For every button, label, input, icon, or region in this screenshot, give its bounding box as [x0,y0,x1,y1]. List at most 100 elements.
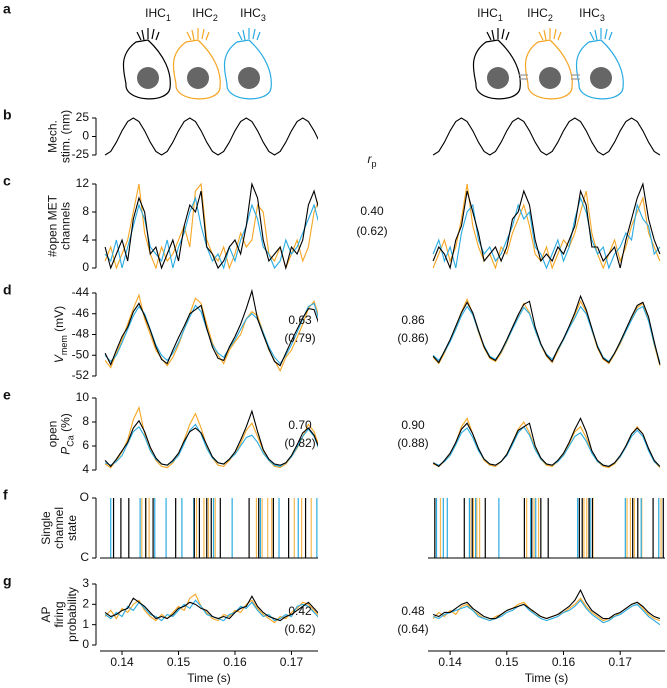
label-part: 3 [600,13,605,23]
rp-value: 0.42 [288,604,312,618]
rp-value: 0.63 [288,313,312,327]
y-tick-label: 1 [82,617,89,631]
trace [104,288,318,367]
trace [432,597,661,622]
cell-label: IHC2 [192,6,218,23]
trace [432,117,661,156]
y-axis-label: #open MET [46,194,60,257]
x-tick-label: 0.16 [552,655,576,669]
panel-letter: e [3,387,11,403]
x-axis-label: Time (s) [187,671,231,685]
panel-letter: f [3,487,8,503]
trace [432,599,661,626]
cell-label: IHC3 [579,6,605,23]
rp-header: rp [367,152,376,169]
cell-label: IHC2 [527,6,553,23]
panel-letter: g [3,573,12,589]
y-tick-label: -50 [72,347,90,361]
plot-right [428,498,665,559]
plot-right [432,417,661,469]
cells-uncoupled [122,28,272,100]
rp-value: (0.82) [284,436,315,450]
rp-value: (0.88) [397,436,428,450]
y-tick-label: O [80,490,89,504]
plot-right [432,588,661,626]
y-tick-label: -44 [72,285,90,299]
y-tick-label: 12 [76,176,90,190]
trace [104,595,318,622]
y-tick-label: C [80,550,89,564]
y-tick-label: 6 [82,438,89,452]
trace [432,294,661,365]
plot-left [104,181,318,271]
label-part: 2 [548,13,553,23]
trace [104,409,318,468]
rp-value: 0.40 [360,204,384,218]
cell-label: IHC1 [477,6,503,23]
rp-value: (0.62) [284,622,315,636]
rp-value: 0.86 [401,313,425,327]
y-tick-label: 0 [82,637,89,651]
label-part: 3 [261,13,266,23]
y-tick-label: 2 [82,597,89,611]
trace [432,588,661,620]
y-axis-label: PCa (%) [59,413,76,455]
x-tick-label: 0.17 [280,655,304,669]
cell-label: IHC3 [240,6,266,23]
rp-value: (0.62) [356,224,387,238]
y-tick-label: -48 [72,327,90,341]
x-tick-label: 0.17 [609,655,633,669]
label-part: p [371,159,376,169]
label-part: (mV) [52,306,66,335]
trace [432,417,661,469]
y-axis-label: stim. (nm) [59,110,73,163]
rp-value: (0.79) [284,331,315,345]
x-tick-label: 0.15 [495,655,519,669]
label-part: IHC [527,6,548,20]
label-part: IHC [240,6,261,20]
y-axis-label: Vmem (mV) [52,306,69,363]
rp-value: 0.90 [401,418,425,432]
y-axis-label: AP [39,606,53,622]
cells-coupled [472,28,624,100]
rp-value: (0.86) [397,331,428,345]
plot-left [104,593,318,624]
trace [432,196,661,270]
panel-letter: c [3,173,11,189]
y-axis-label: channels [59,202,73,250]
label-part: P [59,447,73,455]
plot-right [432,117,661,156]
trace [104,117,318,156]
y-axis-label: channel [52,507,66,549]
plot-right [432,181,661,270]
plot-right [432,294,661,366]
y-tick-label: 4 [82,232,89,246]
trace [432,417,661,468]
panel-letter: b [3,107,12,123]
x-tick-label: 0.15 [167,655,191,669]
trace [432,183,661,270]
x-tick-label: 0.14 [438,655,462,669]
y-axis-label: Mech. [46,120,60,153]
panel-letter: a [3,1,11,17]
y-axis-label: Single [39,511,53,545]
label-part: IHC [579,6,600,20]
label-part: 2 [213,13,218,23]
label-part: V [52,354,66,363]
x-axis-label: Time (s) [525,671,569,685]
plot-left [104,288,318,373]
trace [104,196,318,270]
trace [432,181,661,270]
plot-left [104,405,318,469]
label-part: (%) [59,413,73,435]
y-tick-label: 10 [76,390,90,404]
rp-value: 0.48 [401,604,425,618]
y-axis-label: open [46,421,60,448]
y-tick-label: 0 [82,129,89,143]
y-tick-label: -46 [72,306,90,320]
y-axis-label: state [65,515,79,541]
cell-label: IHC1 [145,6,171,23]
label-part: r [367,152,372,166]
y-tick-label: 3 [82,576,89,590]
